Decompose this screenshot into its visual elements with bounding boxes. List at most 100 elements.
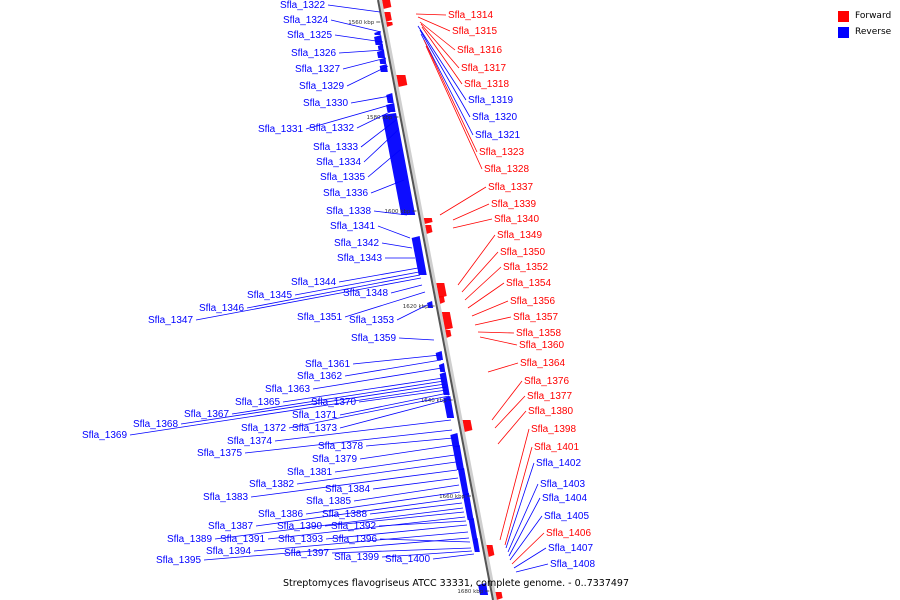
gene-label[interactable]: Sfla_1316 xyxy=(457,45,502,56)
gene-label[interactable]: Sfla_1377 xyxy=(527,391,572,402)
gene-label[interactable]: Sfla_1402 xyxy=(536,458,581,469)
gene-label[interactable]: Sfla_1322 xyxy=(280,0,325,11)
gene-label[interactable]: Sfla_1399 xyxy=(334,552,379,563)
gene-label[interactable]: Sfla_1333 xyxy=(313,142,358,153)
gene-label[interactable]: Sfla_1396 xyxy=(332,534,377,545)
gene-label[interactable]: Sfla_1349 xyxy=(497,230,542,241)
gene-label[interactable]: Sfla_1343 xyxy=(337,253,382,264)
gene-label[interactable]: Sfla_1370 xyxy=(311,397,356,408)
gene-label[interactable]: Sfla_1408 xyxy=(550,559,595,570)
gene-label[interactable]: Sfla_1334 xyxy=(316,157,361,168)
gene-label[interactable]: Sfla_1368 xyxy=(133,419,178,430)
gene-label[interactable]: Sfla_1371 xyxy=(292,410,337,421)
gene-label[interactable]: Sfla_1365 xyxy=(235,397,280,408)
gene-label[interactable]: Sfla_1381 xyxy=(287,467,332,478)
gene-label[interactable]: Sfla_1348 xyxy=(343,288,388,299)
gene-label[interactable]: Sfla_1341 xyxy=(330,221,375,232)
gene-label[interactable]: Sfla_1407 xyxy=(548,543,593,554)
gene-label[interactable]: Sfla_1395 xyxy=(156,555,201,566)
gene-label[interactable]: Sfla_1389 xyxy=(167,534,212,545)
gene-label[interactable]: Sfla_1352 xyxy=(503,262,548,273)
gene-label[interactable]: Sfla_1323 xyxy=(479,147,524,158)
gene-label[interactable]: Sfla_1394 xyxy=(206,546,251,557)
gene-label[interactable]: Sfla_1329 xyxy=(299,81,344,92)
gene-feature xyxy=(374,35,383,45)
gene-label[interactable]: Sfla_1359 xyxy=(351,333,396,344)
gene-label[interactable]: Sfla_1342 xyxy=(334,238,379,249)
gene-label[interactable]: Sfla_1330 xyxy=(303,98,348,109)
gene-label[interactable]: Sfla_1356 xyxy=(510,296,555,307)
gene-label[interactable]: Sfla_1364 xyxy=(520,358,565,369)
leader-line xyxy=(324,511,465,527)
gene-label[interactable]: Sfla_1321 xyxy=(475,130,520,141)
gene-label[interactable]: Sfla_1319 xyxy=(468,95,513,106)
gene-label[interactable]: Sfla_1326 xyxy=(291,48,336,59)
gene-label[interactable]: Sfla_1339 xyxy=(491,199,536,210)
gene-label[interactable]: Sfla_1390 xyxy=(277,521,322,532)
gene-label[interactable]: Sfla_1354 xyxy=(506,278,551,289)
gene-label[interactable]: Sfla_1358 xyxy=(516,328,561,339)
gene-label[interactable]: Sfla_1403 xyxy=(540,479,585,490)
gene-label[interactable]: Sfla_1346 xyxy=(199,303,244,314)
gene-label[interactable]: Sfla_1384 xyxy=(325,484,370,495)
gene-label[interactable]: Sfla_1362 xyxy=(297,371,342,382)
gene-label[interactable]: Sfla_1404 xyxy=(542,493,587,504)
gene-label[interactable]: Sfla_1317 xyxy=(461,63,506,74)
scale-tick-label: 1620 kbp xyxy=(403,304,429,310)
gene-label[interactable]: Sfla_1338 xyxy=(326,206,371,217)
gene-label[interactable]: Sfla_1378 xyxy=(318,441,363,452)
gene-label[interactable]: Sfla_1405 xyxy=(544,511,589,522)
gene-label[interactable]: Sfla_1351 xyxy=(297,312,342,323)
gene-label[interactable]: Sfla_1397 xyxy=(284,548,329,559)
gene-label[interactable]: Sfla_1360 xyxy=(519,340,564,351)
gene-label[interactable]: Sfla_1376 xyxy=(524,376,569,387)
gene-label[interactable]: Sfla_1387 xyxy=(208,521,253,532)
gene-label[interactable]: Sfla_1393 xyxy=(278,534,323,545)
gene-label[interactable]: Sfla_1325 xyxy=(287,30,332,41)
gene-label[interactable]: Sfla_1380 xyxy=(528,406,573,417)
gene-label[interactable]: Sfla_1382 xyxy=(249,479,294,490)
gene-label[interactable]: Sfla_1336 xyxy=(323,188,368,199)
gene-label[interactable]: Sfla_1388 xyxy=(322,509,367,520)
gene-label[interactable]: Sfla_1372 xyxy=(241,423,286,434)
gene-label[interactable]: Sfla_1379 xyxy=(312,454,357,465)
gene-label[interactable]: Sfla_1375 xyxy=(197,448,242,459)
gene-label[interactable]: Sfla_1344 xyxy=(291,277,336,288)
gene-label[interactable]: Sfla_1331 xyxy=(258,124,303,135)
gene-label[interactable]: Sfla_1367 xyxy=(184,409,229,420)
gene-label[interactable]: Sfla_1345 xyxy=(247,290,292,301)
gene-label[interactable]: Sfla_1347 xyxy=(148,315,193,326)
gene-label[interactable]: Sfla_1383 xyxy=(203,492,248,503)
gene-label[interactable]: Sfla_1353 xyxy=(349,315,394,326)
gene-label[interactable]: Sfla_1401 xyxy=(534,442,579,453)
axis-shadow xyxy=(378,0,497,600)
gene-label[interactable]: Sfla_1391 xyxy=(220,534,265,545)
gene-label[interactable]: Sfla_1337 xyxy=(488,182,533,193)
gene-label[interactable]: Sfla_1369 xyxy=(82,430,127,441)
gene-label[interactable]: Sfla_1374 xyxy=(227,436,272,447)
gene-label[interactable]: Sfla_1315 xyxy=(452,26,497,37)
leader-line xyxy=(365,437,454,447)
gene-label[interactable]: Sfla_1324 xyxy=(283,15,328,26)
gene-feature xyxy=(462,420,473,432)
leader-line xyxy=(390,284,423,294)
gene-label[interactable]: Sfla_1340 xyxy=(494,214,539,225)
gene-label[interactable]: Sfla_1385 xyxy=(306,496,351,507)
gene-label[interactable]: Sfla_1350 xyxy=(500,247,545,258)
gene-label[interactable]: Sfla_1320 xyxy=(472,112,517,123)
gene-label[interactable]: Sfla_1328 xyxy=(484,164,529,175)
gene-label[interactable]: Sfla_1314 xyxy=(448,10,493,21)
gene-label[interactable]: Sfla_1363 xyxy=(265,384,310,395)
gene-label[interactable]: Sfla_1327 xyxy=(295,64,340,75)
gene-label[interactable]: Sfla_1357 xyxy=(513,312,558,323)
gene-label[interactable]: Sfla_1406 xyxy=(546,528,591,539)
gene-label[interactable]: Sfla_1386 xyxy=(258,509,303,520)
gene-label[interactable]: Sfla_1373 xyxy=(292,423,337,434)
gene-label[interactable]: Sfla_1318 xyxy=(464,79,509,90)
gene-label[interactable]: Sfla_1392 xyxy=(331,521,376,532)
gene-label[interactable]: Sfla_1332 xyxy=(309,123,354,134)
gene-label[interactable]: Sfla_1361 xyxy=(305,359,350,370)
gene-label[interactable]: Sfla_1335 xyxy=(320,172,365,183)
gene-label[interactable]: Sfla_1400 xyxy=(385,554,430,565)
gene-label[interactable]: Sfla_1398 xyxy=(531,424,576,435)
